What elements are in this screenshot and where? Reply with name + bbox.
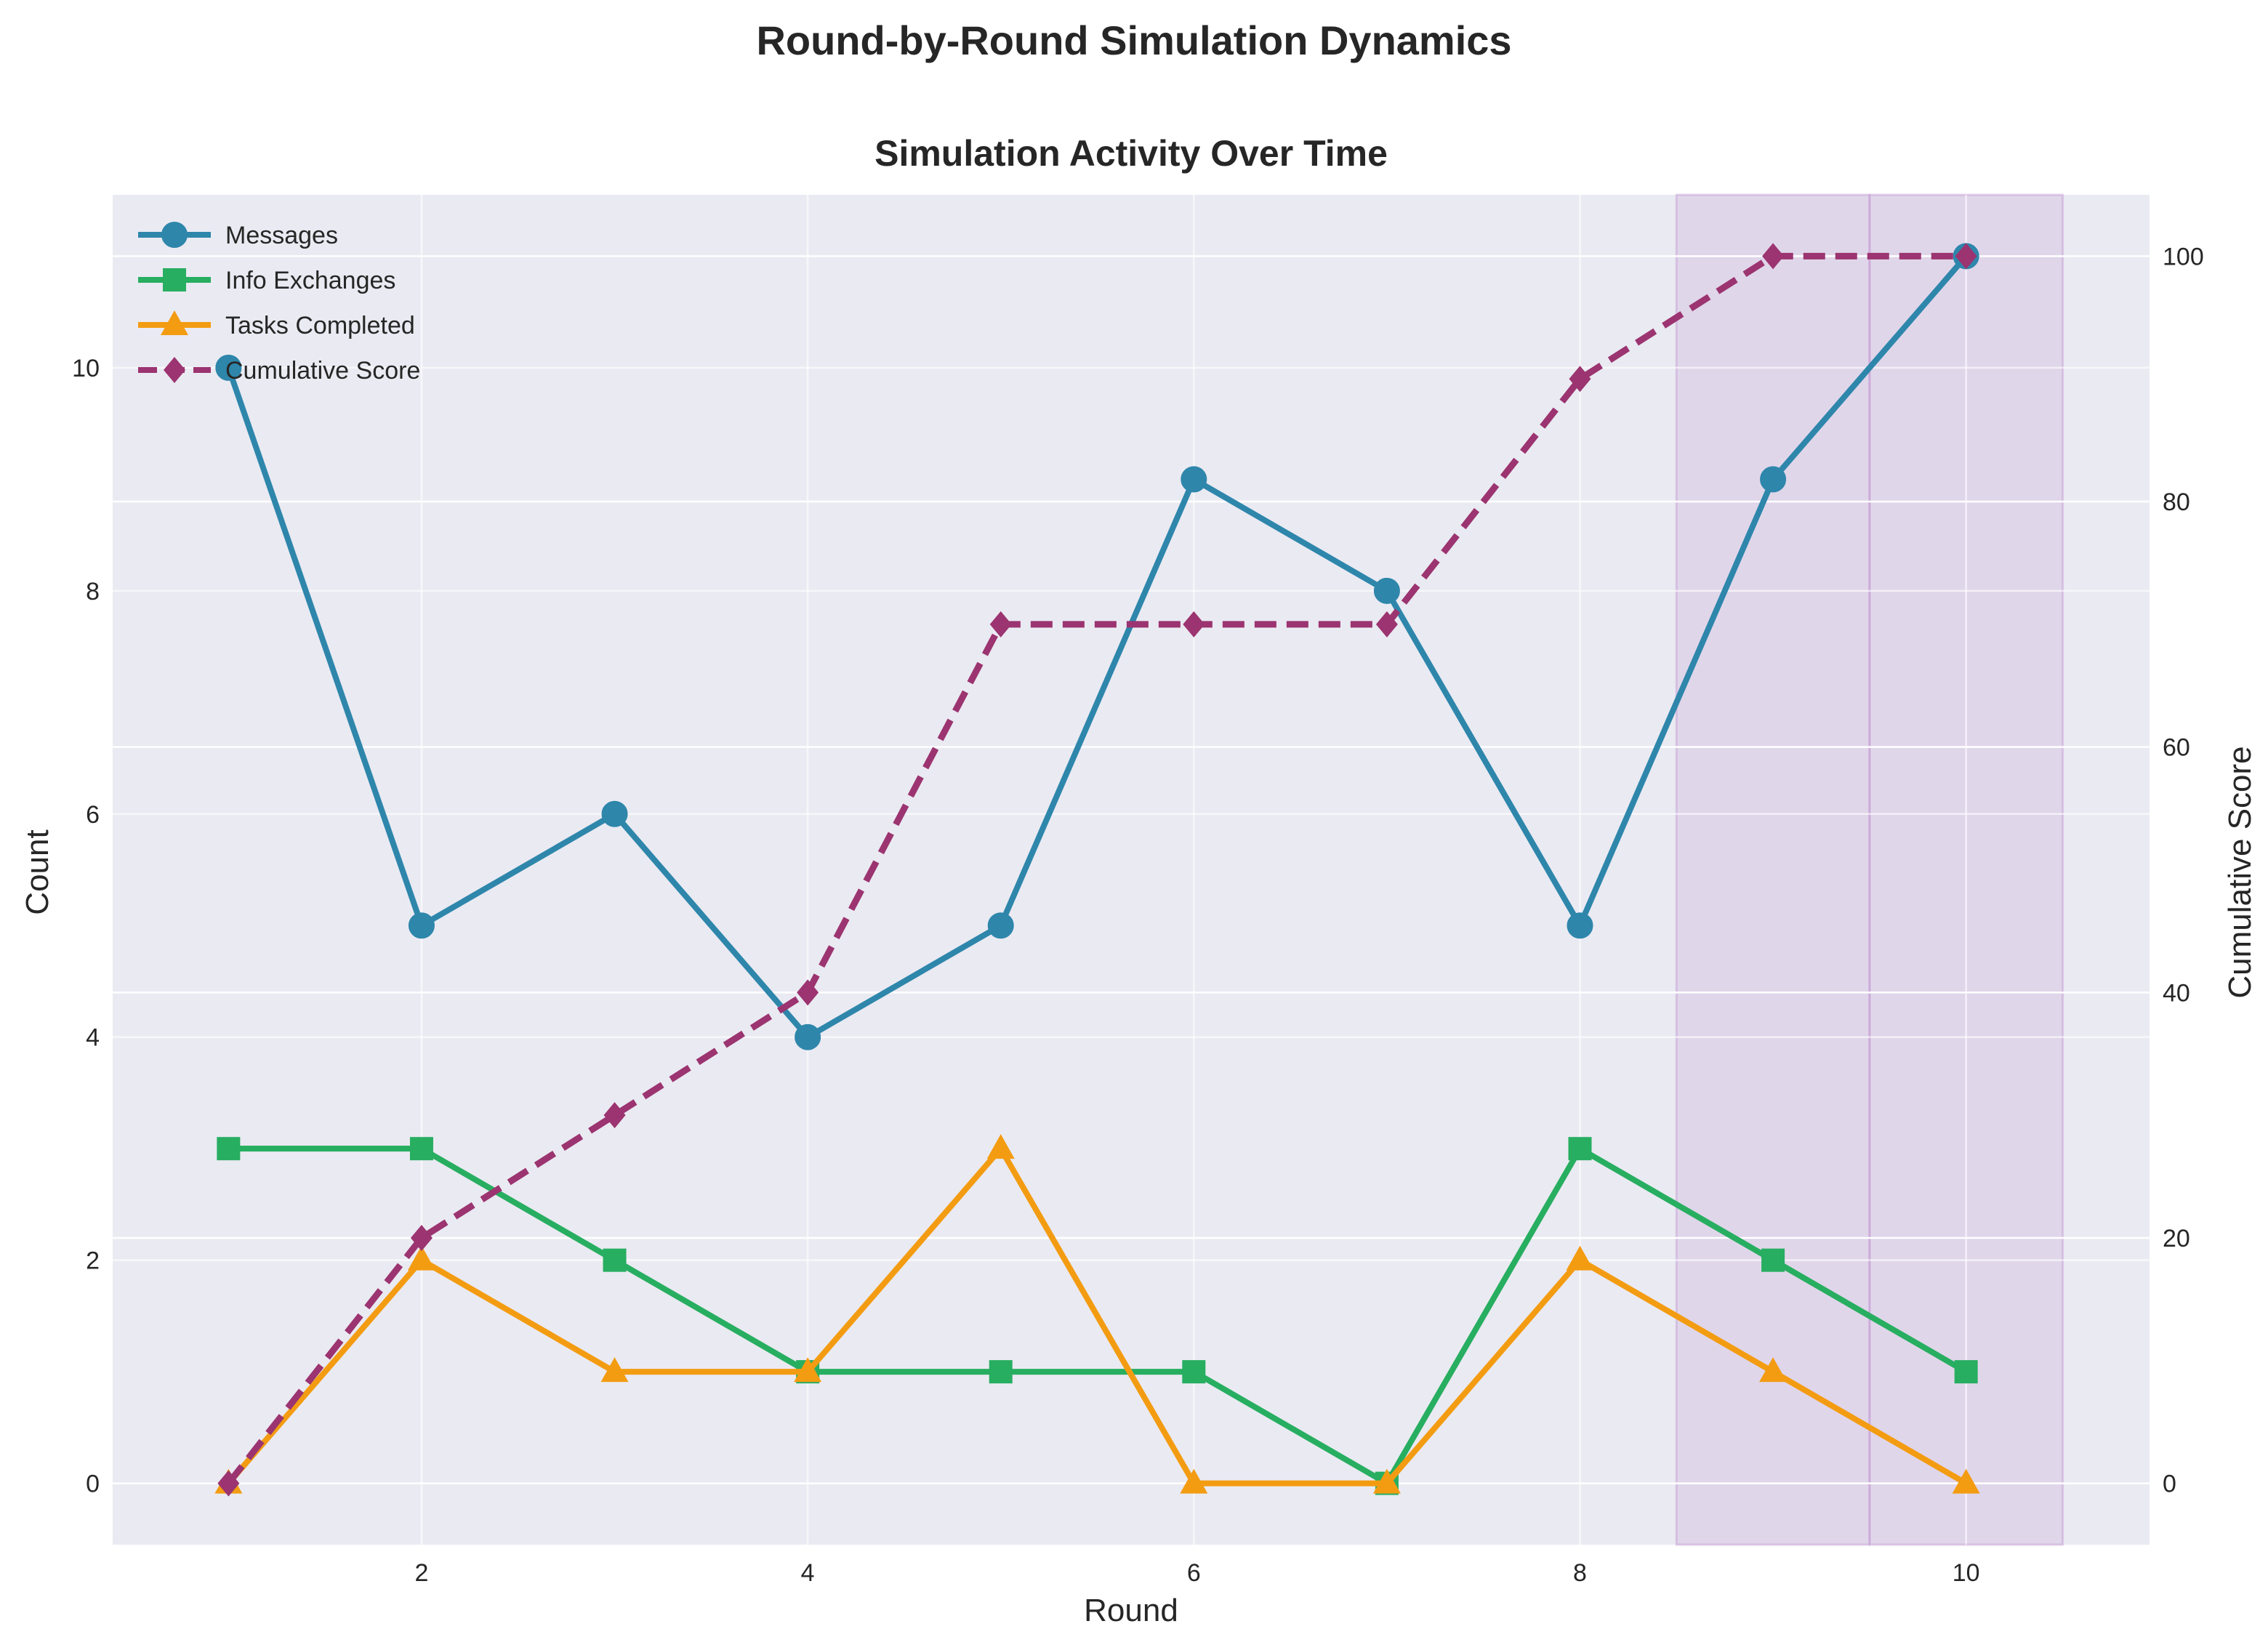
grid-lines [113, 195, 2150, 1545]
y-tick-label: 8 [86, 578, 100, 606]
data-point [215, 354, 242, 381]
data-point [600, 1357, 629, 1383]
series-line [225, 254, 1969, 1040]
y-axis-label: Count [20, 829, 55, 914]
y-right-tick-label: 40 [2163, 979, 2190, 1007]
data-point [986, 1134, 1015, 1159]
data-point [603, 1248, 627, 1272]
chart-title: Simulation Activity Over Time [874, 133, 1388, 174]
series-messages [215, 243, 1979, 1050]
y-right-tick-label: 60 [2163, 734, 2190, 762]
legend-item: Tasks Completed [138, 310, 415, 339]
x-tick-label: 10 [1953, 1559, 1980, 1587]
x-tick-label: 8 [1573, 1559, 1587, 1587]
data-point [795, 1023, 821, 1050]
data-point [601, 800, 628, 827]
y-tick-labels: 0 2 4 6 8 10 [72, 355, 100, 1498]
data-point [1375, 611, 1398, 638]
y-tick-label: 10 [72, 355, 100, 382]
data-point [603, 1102, 626, 1129]
legend-item: Info Exchanges [138, 267, 395, 294]
y-tick-label: 4 [86, 1024, 100, 1052]
highlight-regions [1675, 193, 2064, 1546]
data-point [408, 912, 435, 939]
data-point [1182, 1360, 1206, 1384]
x-axis-label: Round [1084, 1593, 1178, 1628]
legend-label: Messages [225, 222, 338, 249]
x-tick-label: 6 [1187, 1559, 1201, 1587]
data-point [1567, 912, 1593, 939]
figure-suptitle: Round-by-Round Simulation Dynamics [756, 17, 1511, 63]
y-right-axis-label: Cumulative Score [2222, 746, 2258, 998]
legend-item: Cumulative Score [138, 357, 420, 385]
data-point [987, 912, 1014, 939]
data-point [1759, 1357, 1788, 1383]
data-point [989, 611, 1012, 638]
series-line [225, 252, 1966, 1486]
y-right-tick-labels: 0 20 40 60 80 100 [2163, 243, 2204, 1497]
data-point [407, 1245, 435, 1271]
legend: Messages Info Exchanges Tasks Completed Cum… [138, 222, 420, 385]
series-line [226, 1146, 1968, 1487]
data-point [410, 1224, 433, 1251]
legend-marker [161, 222, 188, 248]
data-point [1568, 1137, 1592, 1161]
data-point [1181, 466, 1207, 493]
legend-marker [161, 310, 188, 335]
x-tick-label: 4 [801, 1559, 815, 1587]
data-point [217, 1137, 241, 1161]
data-point [1762, 243, 1785, 270]
y-right-tick-label: 20 [2163, 1225, 2190, 1252]
y-tick-label: 0 [86, 1471, 100, 1498]
y-tick-label: 2 [86, 1247, 100, 1275]
x-tick-label: 2 [414, 1559, 428, 1587]
x-tick-labels: 2 4 6 8 10 [414, 1559, 1979, 1587]
series-layer [214, 243, 1980, 1497]
data-point [1955, 243, 1977, 270]
legend-label: Tasks Completed [225, 312, 415, 339]
y-right-tick-label: 100 [2163, 243, 2204, 270]
data-point [1761, 1248, 1785, 1272]
y-right-tick-label: 0 [2163, 1471, 2176, 1498]
data-point [989, 1360, 1013, 1384]
data-point [1183, 611, 1205, 638]
data-point [1952, 1468, 1980, 1494]
data-point [1566, 1245, 1594, 1271]
data-point [1180, 1468, 1208, 1494]
series-cumulative-score [217, 243, 1977, 1497]
data-point [1569, 366, 1591, 393]
data-point [794, 1357, 822, 1383]
data-point [217, 1470, 240, 1497]
data-point [1372, 1468, 1401, 1494]
y-tick-label: 6 [86, 801, 100, 829]
highlight-region [1675, 193, 1871, 1546]
data-point [1760, 466, 1787, 493]
legend-label: Info Exchanges [225, 267, 395, 294]
plot-area [113, 195, 2150, 1545]
data-point [1373, 577, 1400, 604]
y-right-tick-label: 80 [2163, 488, 2190, 516]
data-point [797, 979, 819, 1006]
legend-marker [163, 268, 186, 291]
series-line [228, 1146, 1968, 1487]
legend-marker [164, 357, 185, 383]
data-point [1954, 1360, 1978, 1384]
legend-label: Cumulative Score [225, 357, 420, 385]
legend-item: Messages [138, 222, 338, 249]
data-point [409, 1137, 433, 1161]
